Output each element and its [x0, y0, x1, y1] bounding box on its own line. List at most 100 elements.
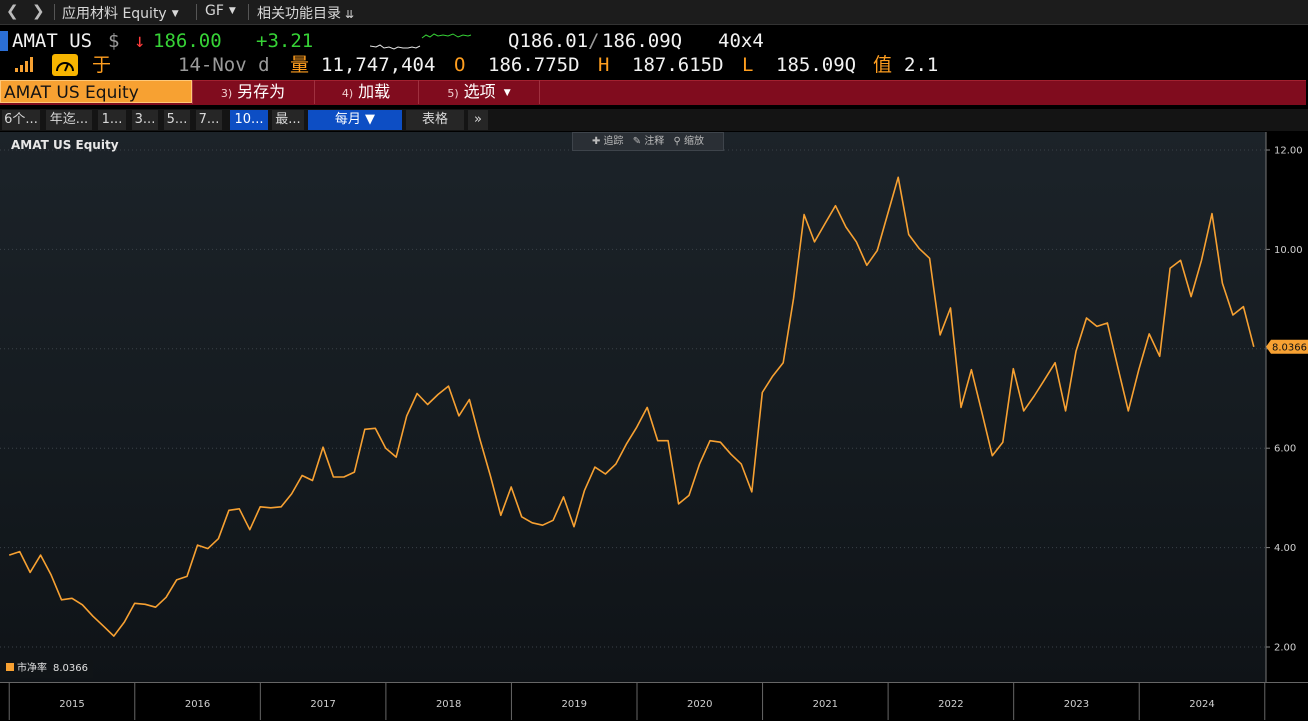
- magnifier-icon[interactable]: ⚲: [673, 136, 681, 147]
- ask: 186.09Q: [602, 30, 683, 52]
- x-tick-label: 2022: [938, 699, 963, 710]
- dropdown-triangle-icon: ▼: [171, 9, 179, 19]
- table-button[interactable]: 表格: [406, 110, 464, 130]
- x-tick-label: 2020: [687, 699, 712, 710]
- signal-bar: [20, 65, 23, 72]
- annotate-tool[interactable]: 注释: [644, 136, 665, 147]
- track-tool[interactable]: 追踪: [603, 136, 624, 147]
- legend-swatch: [6, 663, 14, 671]
- high-label: H: [598, 54, 610, 76]
- crosshair-icon[interactable]: ✚: [591, 136, 601, 147]
- function-menu-label: GF: [205, 3, 224, 19]
- legend-last-value: 8.0366: [53, 663, 88, 674]
- range-max[interactable]: 最...: [272, 110, 304, 130]
- bid: Q186.01: [508, 30, 589, 52]
- x-tick-label: 2019: [561, 699, 586, 710]
- x-tick-label: 2024: [1189, 699, 1214, 710]
- sparkline-after: [421, 33, 472, 39]
- traded-value: 2.1: [904, 54, 939, 76]
- range-7y[interactable]: 7...: [196, 110, 222, 130]
- dropdown-triangle-icon: ▼: [228, 6, 236, 16]
- signal-bar: [30, 57, 33, 72]
- x-tick-label: 2017: [310, 699, 335, 710]
- quote-date: 14-Nov d: [178, 54, 270, 76]
- save-as-button[interactable]: 3) 另存为: [192, 80, 313, 104]
- legend-series-name: 市净率: [17, 663, 47, 674]
- value-label: 值: [873, 54, 893, 76]
- ticker[interactable]: AMAT US: [12, 30, 93, 52]
- down-arrow-icon: ↓: [134, 30, 146, 52]
- y-tick-label: 10.00: [1274, 245, 1303, 256]
- nav-divider: [196, 4, 197, 20]
- range-ytd[interactable]: 年迄...: [46, 110, 92, 130]
- options-button[interactable]: 5) 选项 ▼: [418, 80, 540, 104]
- ticker-marker: [0, 31, 8, 51]
- load-button[interactable]: 4) 加载: [314, 80, 417, 104]
- last-price: 186.00: [153, 30, 222, 52]
- save-as-number: 3): [220, 87, 233, 100]
- open-price: 186.775D: [488, 54, 580, 76]
- options-number: 5): [447, 87, 459, 100]
- related-functions-menu[interactable]: 相关功能目录 ⇊: [257, 3, 354, 23]
- volume: 11,747,404: [321, 54, 436, 76]
- y-axis-panel: [1266, 132, 1308, 682]
- trade-label: 于: [92, 54, 112, 76]
- security-menu[interactable]: 应用材料 Equity ▼: [62, 3, 179, 23]
- y-tick-label: 2.00: [1274, 643, 1296, 654]
- function-menu[interactable]: GF ▼: [205, 3, 236, 19]
- nav-divider: [248, 4, 249, 20]
- x-tick-label: 2016: [185, 699, 210, 710]
- x-tick-label: 2018: [436, 699, 461, 710]
- signal-bars-icon: [15, 57, 33, 72]
- function-bar: [0, 80, 1306, 105]
- forward-arrow-icon[interactable]: ❯: [32, 2, 45, 20]
- gauge-icon[interactable]: [52, 54, 78, 76]
- currency: $: [108, 30, 120, 52]
- x-tick-label: 2023: [1064, 699, 1089, 710]
- dropdown-triangle-icon: ▼: [503, 88, 511, 98]
- security-input[interactable]: AMAT US Equity: [0, 80, 192, 103]
- save-as-label: 另存为: [237, 82, 286, 101]
- chart-title: AMAT US Equity: [11, 138, 119, 152]
- more-button[interactable]: »: [468, 110, 488, 130]
- y-tick-label: 4.00: [1274, 543, 1296, 554]
- signal-bar: [15, 68, 18, 72]
- chart-tools: ✚ 追踪 ✎ 注释 ⚲ 缩放: [572, 132, 724, 151]
- last-value-label: 8.0366: [1272, 342, 1307, 353]
- load-label: 加载: [358, 82, 391, 101]
- chart-legend: 市净率 8.0366: [2, 660, 93, 678]
- bid-ask-separator: /: [588, 30, 600, 52]
- sparkline-before: [370, 44, 421, 50]
- low-price: 185.09Q: [776, 54, 857, 76]
- double-chevron-down-icon: ⇊: [345, 8, 355, 21]
- range-1y[interactable]: 1...: [98, 110, 126, 130]
- volume-label: 量: [290, 54, 310, 76]
- y-tick-label: 12.00: [1274, 146, 1303, 157]
- x-axis-panel: [0, 682, 1308, 721]
- open-label: O: [454, 54, 466, 76]
- bid-ask-size: 40x4: [718, 30, 764, 52]
- security-menu-label: 应用材料 Equity: [62, 6, 167, 22]
- x-tick-label: 2015: [59, 699, 84, 710]
- range-6m[interactable]: 6个...: [2, 110, 40, 130]
- pencil-icon[interactable]: ✎: [632, 136, 642, 147]
- series-line: [8, 176, 1255, 637]
- low-label: L: [742, 54, 754, 76]
- chart-svg: 2.004.006.008.0010.0012.0020152016201720…: [0, 132, 1308, 720]
- options-label: 选项: [463, 82, 496, 101]
- period-select[interactable]: 每月 ▼: [308, 110, 402, 130]
- signal-bar: [25, 61, 28, 72]
- range-3y[interactable]: 3...: [132, 110, 158, 130]
- chart-area[interactable]: [0, 132, 1266, 682]
- intraday-sparkline: [370, 33, 472, 50]
- range-10y[interactable]: 10...: [230, 110, 268, 130]
- y-tick-label: 6.00: [1274, 444, 1296, 455]
- gauge-glyph: [56, 62, 74, 72]
- back-arrow-icon[interactable]: ❮: [6, 2, 19, 20]
- high-price: 187.615D: [632, 54, 724, 76]
- zoom-tool[interactable]: 缩放: [684, 136, 705, 147]
- x-tick-label: 2021: [813, 699, 838, 710]
- related-functions-label: 相关功能目录: [257, 6, 341, 22]
- load-number: 4): [341, 87, 354, 100]
- range-5y[interactable]: 5...: [164, 110, 190, 130]
